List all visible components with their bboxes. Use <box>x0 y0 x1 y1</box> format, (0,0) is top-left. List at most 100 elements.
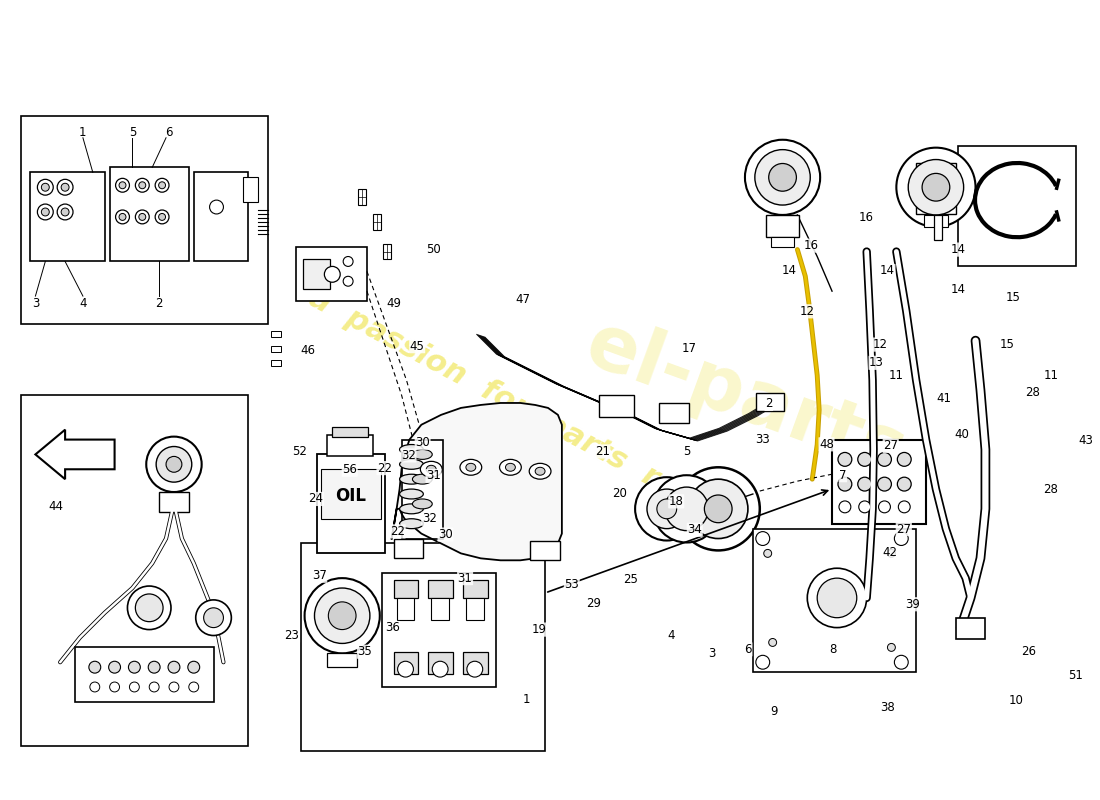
Text: 22: 22 <box>390 525 405 538</box>
Circle shape <box>343 276 353 286</box>
Bar <box>21 395 249 746</box>
Text: 6: 6 <box>745 643 752 656</box>
Bar <box>766 215 800 237</box>
Circle shape <box>756 532 770 546</box>
Circle shape <box>62 208 69 216</box>
Ellipse shape <box>499 459 521 475</box>
Text: 9: 9 <box>770 705 778 718</box>
Circle shape <box>305 578 380 654</box>
Circle shape <box>139 182 146 189</box>
Circle shape <box>922 174 949 201</box>
Text: 12: 12 <box>872 338 888 351</box>
Polygon shape <box>35 430 114 479</box>
Bar <box>332 426 367 437</box>
Circle shape <box>129 662 141 673</box>
Ellipse shape <box>399 489 424 499</box>
Bar <box>296 246 367 301</box>
Circle shape <box>763 550 772 558</box>
Circle shape <box>119 182 126 189</box>
Ellipse shape <box>412 499 432 509</box>
Text: 34: 34 <box>688 523 702 536</box>
Circle shape <box>432 662 448 677</box>
Text: 16: 16 <box>858 211 873 225</box>
Text: 29: 29 <box>586 597 601 610</box>
Bar <box>752 529 916 672</box>
Bar <box>466 598 484 620</box>
Text: 27: 27 <box>883 439 899 453</box>
Circle shape <box>755 150 811 205</box>
Text: 25: 25 <box>623 574 638 586</box>
Polygon shape <box>392 403 562 560</box>
Text: 21: 21 <box>595 445 609 458</box>
Text: 42: 42 <box>882 546 898 559</box>
Circle shape <box>898 477 911 491</box>
Bar <box>75 647 213 702</box>
Text: 43: 43 <box>1078 434 1093 447</box>
Text: 30: 30 <box>438 528 453 541</box>
Ellipse shape <box>412 474 432 484</box>
Text: 8: 8 <box>829 643 837 656</box>
Ellipse shape <box>399 459 424 470</box>
Bar <box>321 470 381 518</box>
Circle shape <box>894 532 909 546</box>
Bar <box>397 598 415 620</box>
Ellipse shape <box>399 518 424 529</box>
Text: a  passion  for  parts  reference: a passion for parts reference <box>304 283 796 564</box>
Circle shape <box>168 662 180 673</box>
Text: 49: 49 <box>387 297 402 310</box>
Circle shape <box>653 475 720 542</box>
Bar <box>924 215 948 227</box>
Text: 47: 47 <box>515 293 530 306</box>
Text: 27: 27 <box>896 522 911 535</box>
Text: 18: 18 <box>669 495 684 508</box>
Circle shape <box>189 682 199 692</box>
Text: 46: 46 <box>300 345 316 358</box>
Bar <box>771 237 794 246</box>
Text: 15: 15 <box>1005 290 1020 303</box>
Circle shape <box>128 586 170 630</box>
Circle shape <box>756 655 770 669</box>
Text: 38: 38 <box>880 702 894 714</box>
Text: 13: 13 <box>869 356 884 370</box>
Bar <box>243 178 258 202</box>
Text: 24: 24 <box>308 493 323 506</box>
Bar <box>916 162 956 214</box>
Bar <box>383 244 390 259</box>
Text: 1: 1 <box>79 126 87 139</box>
Text: 14: 14 <box>880 265 895 278</box>
Circle shape <box>704 495 733 522</box>
Ellipse shape <box>399 445 424 454</box>
Circle shape <box>909 159 964 215</box>
Text: 1: 1 <box>522 693 530 706</box>
Circle shape <box>135 210 150 224</box>
Circle shape <box>210 200 223 214</box>
Text: 52: 52 <box>293 445 307 458</box>
Text: 45: 45 <box>410 340 425 353</box>
Circle shape <box>204 608 223 628</box>
Circle shape <box>878 453 891 466</box>
Circle shape <box>807 568 867 628</box>
Circle shape <box>158 214 165 220</box>
Circle shape <box>109 662 121 673</box>
Bar <box>530 541 560 560</box>
Text: 2: 2 <box>764 398 772 410</box>
Text: 48: 48 <box>820 438 834 451</box>
Text: 14: 14 <box>950 282 966 296</box>
Circle shape <box>689 479 748 538</box>
Bar <box>271 346 281 351</box>
Bar <box>382 573 496 687</box>
Text: 11: 11 <box>1043 369 1058 382</box>
Ellipse shape <box>399 474 424 484</box>
Bar <box>194 172 249 262</box>
Circle shape <box>466 662 483 677</box>
Circle shape <box>676 467 760 550</box>
Text: 5: 5 <box>129 126 136 139</box>
Text: 31: 31 <box>426 470 441 482</box>
Circle shape <box>328 602 356 630</box>
Bar <box>31 172 104 262</box>
Circle shape <box>155 178 169 192</box>
Circle shape <box>858 477 871 491</box>
Text: 23: 23 <box>285 630 299 642</box>
Text: 20: 20 <box>613 487 627 500</box>
Text: 14: 14 <box>950 243 966 256</box>
